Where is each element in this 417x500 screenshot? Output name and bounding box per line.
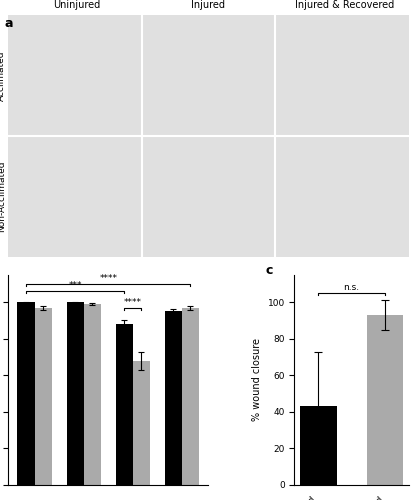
Bar [165, 312, 182, 485]
Bar [18, 302, 35, 485]
Bar [84, 304, 101, 485]
Y-axis label: % wound closure: % wound closure [252, 338, 262, 421]
Bar [182, 308, 199, 485]
Bar [35, 308, 52, 485]
Text: Acclimated: Acclimated [0, 50, 6, 100]
Text: Injured & Recovered: Injured & Recovered [295, 0, 394, 10]
Text: ***: *** [68, 282, 82, 290]
Bar [133, 360, 150, 485]
Bar [300, 406, 337, 485]
Text: Non-Acclimated: Non-Acclimated [0, 160, 6, 232]
Text: c: c [266, 264, 273, 278]
Text: ****: **** [99, 274, 117, 283]
Text: Injured: Injured [191, 0, 226, 10]
Text: n.s.: n.s. [344, 283, 359, 292]
Bar [116, 324, 133, 485]
Text: a: a [4, 18, 13, 30]
Bar [67, 302, 84, 485]
Text: ****: **** [124, 298, 142, 307]
Text: Uninjured: Uninjured [53, 0, 100, 10]
Bar [367, 315, 404, 485]
